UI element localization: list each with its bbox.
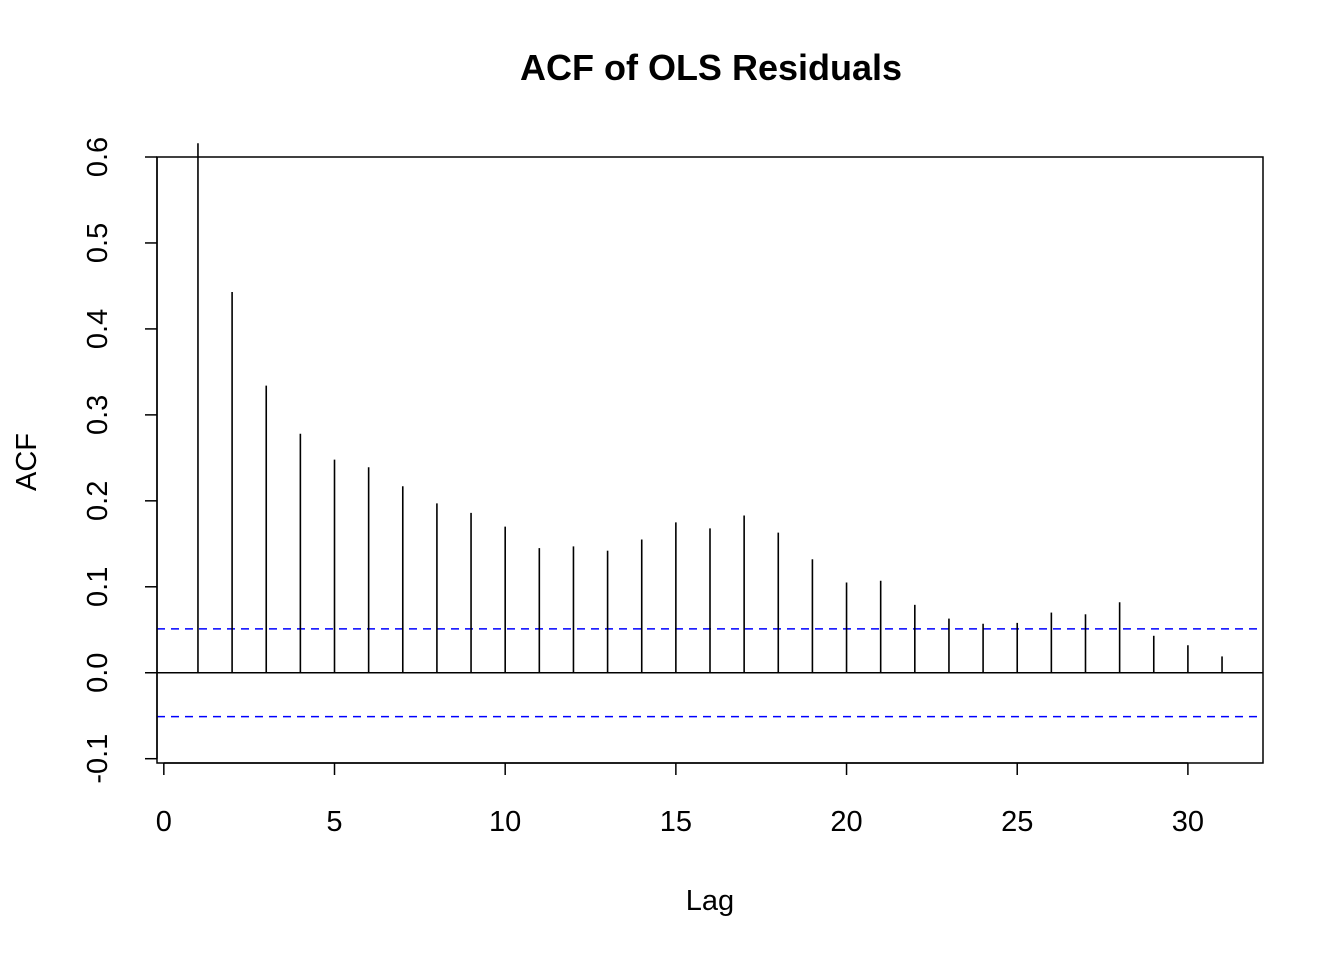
y-tick-label-0.5: 0.5	[82, 223, 114, 263]
x-tick-label-10: 10	[489, 806, 521, 838]
x-tick-label-20: 20	[830, 806, 862, 838]
y-tick-label-0.4: 0.4	[82, 309, 114, 349]
x-tick-label-15: 15	[660, 806, 692, 838]
x-tick-label-5: 5	[326, 806, 342, 838]
chart-marks: 0 5 10 15 20 25 30 -0.1 0.0 0.1 0.2 0.3 0.4 0.5 0.6	[82, 137, 1263, 838]
y-tick-label-0.0: 0.0	[82, 653, 114, 693]
x-tick-label-0: 0	[156, 806, 172, 838]
y-tick-label--0.1: -0.1	[82, 734, 114, 784]
y-tick-label-0.1: 0.1	[82, 567, 114, 607]
y-tick-label-0.2: 0.2	[82, 481, 114, 521]
x-tick-label-30: 30	[1172, 806, 1204, 838]
x-tick-label-25: 25	[1001, 806, 1033, 838]
y-tick-label-0.3: 0.3	[82, 395, 114, 435]
y-axis-label: ACF	[11, 433, 43, 491]
y-tick-label-0.6: 0.6	[82, 137, 114, 177]
x-axis-label: Lag	[686, 885, 734, 917]
chart-title: ACF of OLS Residuals	[520, 47, 902, 88]
